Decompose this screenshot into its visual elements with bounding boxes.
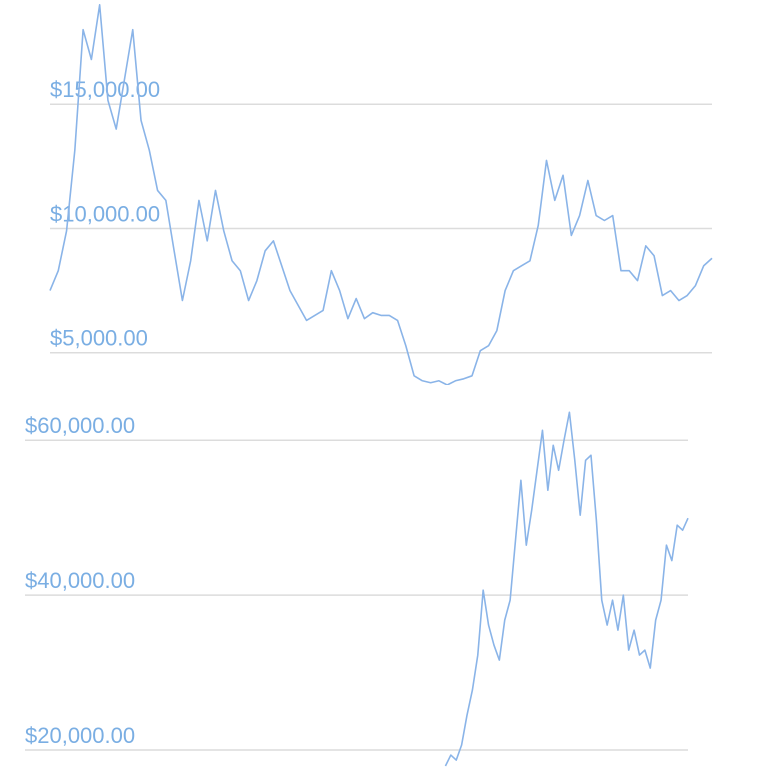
line-chart: $20,000.00 $40,000.00 $60,000.00 (25, 411, 689, 767)
y-tick-label: $10,000.00 (50, 201, 160, 226)
y-tick-label: $5,000.00 (50, 326, 148, 351)
y-tick-label: $40,000.00 (25, 568, 135, 593)
y-tick-label: $60,000.00 (25, 413, 135, 438)
y-tick-label: $20,000.00 (25, 723, 135, 748)
y-tick-label: $15,000.00 (50, 77, 160, 102)
price-line (444, 411, 689, 767)
line-chart: $5,000.00 $10,000.00 $15,000.00 (49, 4, 713, 385)
price-line (49, 4, 713, 385)
